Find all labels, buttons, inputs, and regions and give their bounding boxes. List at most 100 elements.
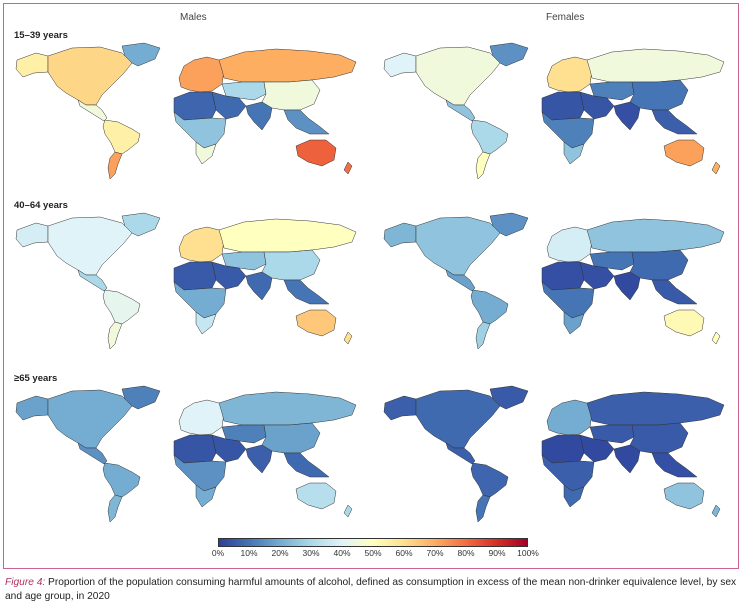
legend-tick: 10% <box>240 548 258 558</box>
region-ssa <box>107 151 123 180</box>
region-ak <box>383 395 417 421</box>
region-saf <box>195 484 217 508</box>
region-ssa <box>475 321 491 350</box>
region-nz <box>711 161 721 175</box>
map-females-15-39 <box>383 42 725 180</box>
legend-tick: 40% <box>333 548 351 558</box>
region-ssa <box>475 151 491 180</box>
region-saf <box>563 311 585 335</box>
region-au <box>295 309 337 337</box>
region-sa <box>470 289 509 325</box>
legend-tick: 80% <box>457 548 475 558</box>
region-ak <box>15 395 49 421</box>
region-in <box>245 101 273 131</box>
region-me <box>211 261 247 290</box>
region-in <box>613 271 641 301</box>
region-ru <box>218 218 357 253</box>
row-label-40-64: 40–64 years <box>14 200 68 211</box>
region-ssa <box>107 494 123 523</box>
region-na <box>47 46 133 106</box>
region-ca <box>77 442 108 465</box>
legend-color-bar <box>218 538 528 547</box>
region-na <box>415 389 501 449</box>
region-me <box>211 434 247 463</box>
region-ak <box>15 222 49 248</box>
map-females-40-64 <box>383 212 725 350</box>
region-sa <box>470 119 509 155</box>
region-me <box>579 91 615 120</box>
region-eu <box>546 399 593 436</box>
region-eu <box>178 56 225 93</box>
legend-tick: 100% <box>517 548 539 558</box>
figure-frame <box>3 3 739 569</box>
region-ssa <box>475 494 491 523</box>
region-ca <box>445 99 476 122</box>
legend-tick: 90% <box>488 548 506 558</box>
region-ru <box>586 218 725 253</box>
caption-text: Proportion of the population consuming h… <box>5 577 737 602</box>
map-males-40-64 <box>15 212 357 350</box>
region-ak <box>15 52 49 78</box>
region-ch <box>261 249 321 281</box>
region-eu <box>546 56 593 93</box>
region-ca <box>445 442 476 465</box>
region-na_af <box>173 91 217 121</box>
region-me <box>579 434 615 463</box>
region-saf <box>195 141 217 165</box>
region-ch <box>261 422 321 454</box>
region-ak <box>383 52 417 78</box>
region-nz <box>711 504 721 518</box>
row-label-65-plus: ≥65 years <box>14 373 58 384</box>
region-sa <box>102 289 141 325</box>
region-me <box>579 261 615 290</box>
region-na_af <box>173 261 217 291</box>
region-in <box>613 101 641 131</box>
color-legend: 0% 10% 20% 30% 40% 50% 60% 70% 80% 90% 100% <box>212 538 539 558</box>
map-males-65-plus <box>15 385 357 523</box>
region-nz <box>343 161 353 175</box>
region-saf <box>563 484 585 508</box>
region-na <box>47 216 133 276</box>
region-sea <box>651 109 698 135</box>
region-nz <box>343 331 353 345</box>
region-nz <box>343 504 353 518</box>
legend-tick: 70% <box>426 548 444 558</box>
caption-lead: Figure 4: <box>5 577 46 588</box>
region-eu <box>546 226 593 263</box>
region-na_af <box>173 434 217 464</box>
map-females-65-plus <box>383 385 725 523</box>
region-ch <box>629 79 689 111</box>
region-sea <box>651 279 698 305</box>
region-na <box>415 216 501 276</box>
region-ca <box>445 269 476 292</box>
region-ch <box>629 422 689 454</box>
region-eu <box>178 226 225 263</box>
region-nz <box>711 331 721 345</box>
region-ru <box>586 48 725 83</box>
column-label-males: Males <box>180 12 207 23</box>
region-ch <box>261 79 321 111</box>
region-au <box>295 139 337 167</box>
region-saf <box>195 311 217 335</box>
region-me <box>211 91 247 120</box>
region-sea <box>283 279 330 305</box>
region-in <box>613 444 641 474</box>
region-au <box>663 309 705 337</box>
region-in <box>245 271 273 301</box>
region-sa <box>102 119 141 155</box>
column-label-females: Females <box>546 12 585 23</box>
region-sea <box>651 452 698 478</box>
region-ru <box>586 391 725 426</box>
region-in <box>245 444 273 474</box>
region-na_af <box>541 91 585 121</box>
region-saf <box>563 141 585 165</box>
region-na_af <box>541 434 585 464</box>
region-sea <box>283 452 330 478</box>
region-ru <box>218 391 357 426</box>
region-sa <box>470 462 509 498</box>
region-na <box>47 389 133 449</box>
region-ca <box>77 99 108 122</box>
legend-tick: 0% <box>211 548 225 558</box>
region-ssa <box>107 321 123 350</box>
region-sea <box>283 109 330 135</box>
